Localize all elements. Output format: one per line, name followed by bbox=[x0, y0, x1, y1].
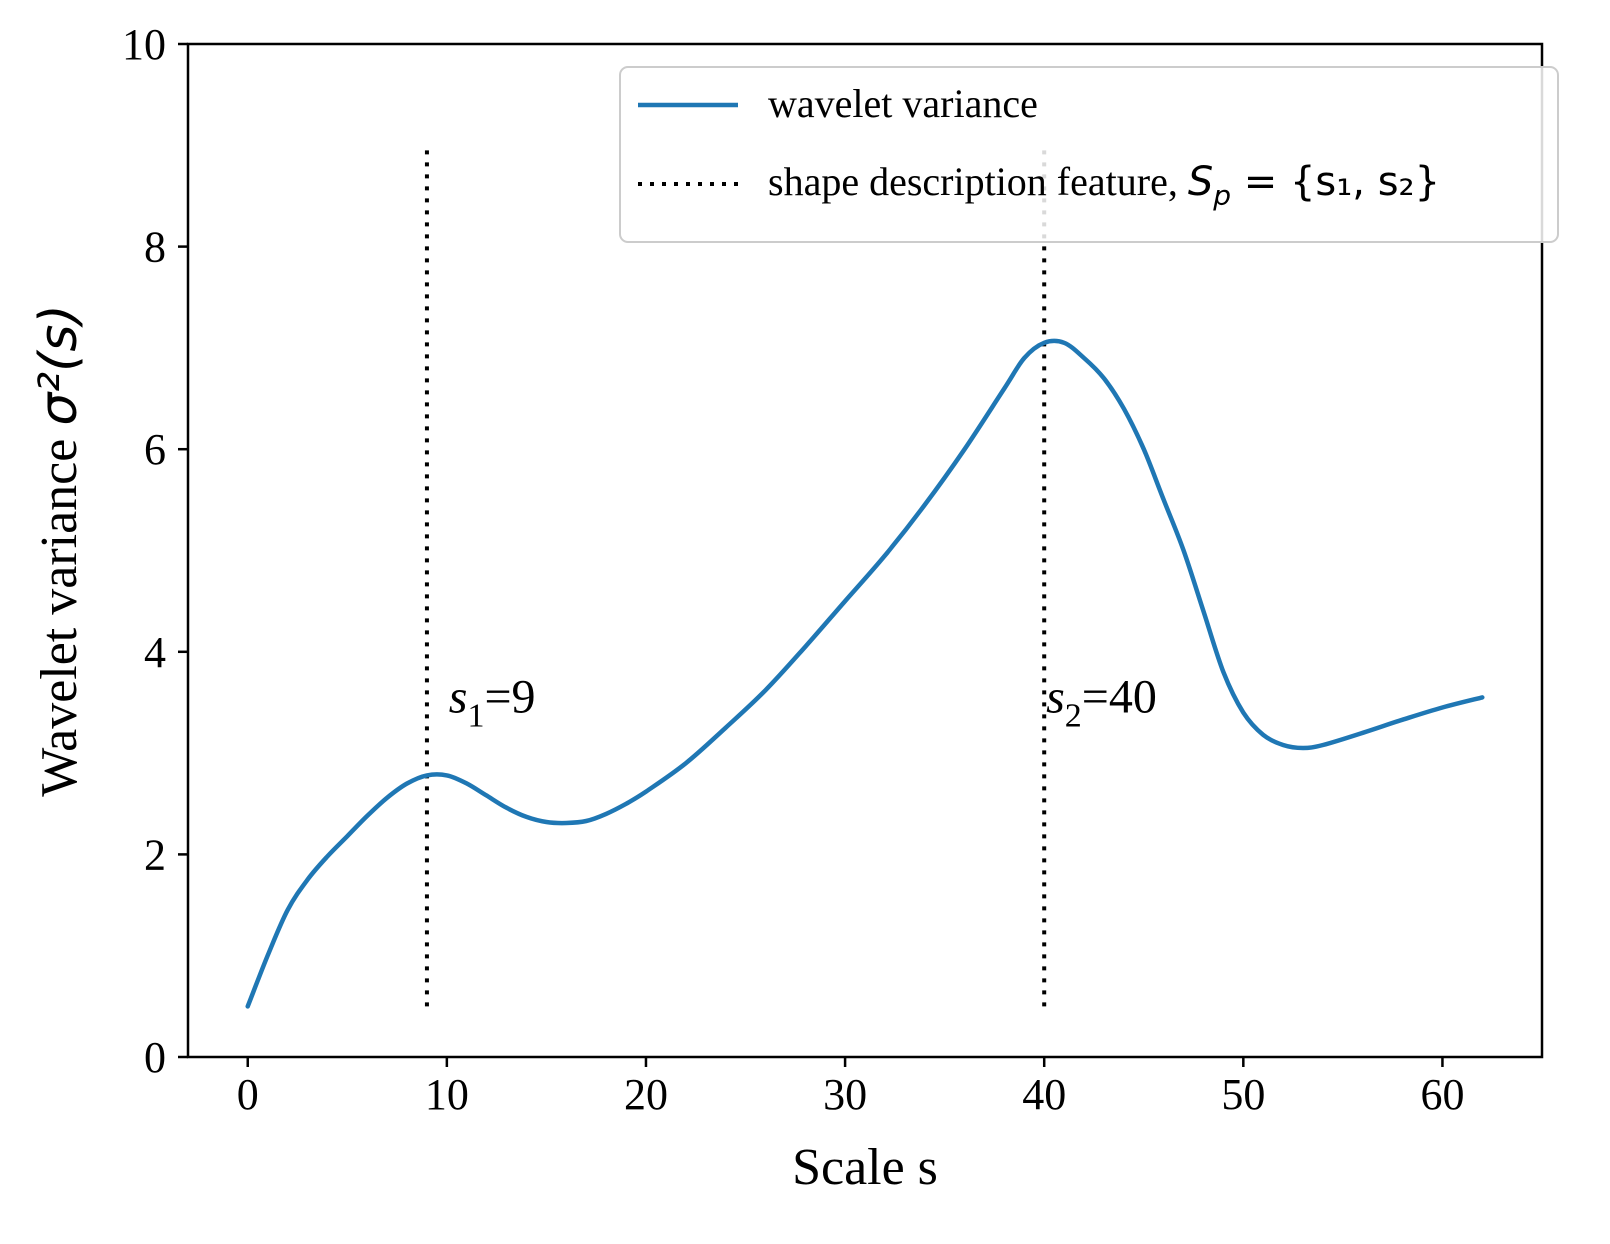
legend-text-part: shape description feature, bbox=[768, 159, 1188, 204]
x-tick-label: 10 bbox=[425, 1070, 469, 1119]
y-tick-label: 0 bbox=[144, 1033, 166, 1082]
axis-titles-layer: Scale s Wavelet variance σ²(s) bbox=[29, 304, 938, 1196]
legend-box bbox=[619, 66, 1559, 243]
y-tick-label: 10 bbox=[122, 20, 166, 69]
axes-frame bbox=[186, 42, 1544, 1059]
annotation-symbol: s bbox=[449, 671, 468, 724]
y-tick-label: 6 bbox=[144, 425, 166, 474]
ticks-layer: 0 10 20 30 40 50 60 0 2 4 6 8 10 bbox=[122, 20, 1464, 1119]
feature-annotation-1: s1=9 bbox=[449, 671, 536, 735]
annotation-value: =40 bbox=[1082, 671, 1157, 724]
y-axis-title-text: Wavelet variance bbox=[31, 426, 88, 797]
feature-annotation-2: s2=40 bbox=[1046, 671, 1157, 735]
x-tick-label: 20 bbox=[624, 1070, 668, 1119]
x-tick-label: 0 bbox=[237, 1070, 259, 1119]
x-tick-label: 40 bbox=[1022, 1070, 1066, 1119]
annotations-layer: s1=9 s2=40 bbox=[449, 671, 1157, 735]
annotation-symbol: s bbox=[1046, 671, 1065, 724]
legend-math-symbol: S bbox=[1188, 159, 1213, 205]
axes-frame-layer bbox=[186, 42, 1544, 1059]
y-axis-title: Wavelet variance σ²(s) bbox=[29, 304, 89, 797]
y-axis-title-math: σ²(s) bbox=[29, 304, 89, 425]
y-tick-label: 4 bbox=[144, 628, 166, 677]
legend-layer: wavelet variance shape description featur… bbox=[619, 66, 1559, 243]
x-tick-label: 30 bbox=[823, 1070, 867, 1119]
legend-math-rest: = {s₁, s₂} bbox=[1231, 159, 1440, 205]
y-tick-label: 2 bbox=[144, 830, 166, 879]
x-axis-title: Scale s bbox=[792, 1139, 938, 1196]
series-line-wavelet-variance bbox=[245, 338, 1485, 1009]
annotation-subscript: 2 bbox=[1065, 698, 1082, 735]
annotation-subscript: 1 bbox=[467, 698, 484, 735]
plot-lines-layer bbox=[245, 145, 1485, 1009]
y-tick-label: 8 bbox=[144, 223, 166, 272]
legend-math-subscript: p bbox=[1212, 179, 1231, 212]
annotation-value: =9 bbox=[484, 671, 535, 724]
x-tick-label: 50 bbox=[1221, 1070, 1265, 1119]
legend-label-wavelet-variance: wavelet variance bbox=[768, 81, 1038, 126]
x-tick-label: 60 bbox=[1420, 1070, 1464, 1119]
legend-label-shape-feature: shape description feature, Sp = {s₁, s₂} bbox=[768, 159, 1440, 212]
